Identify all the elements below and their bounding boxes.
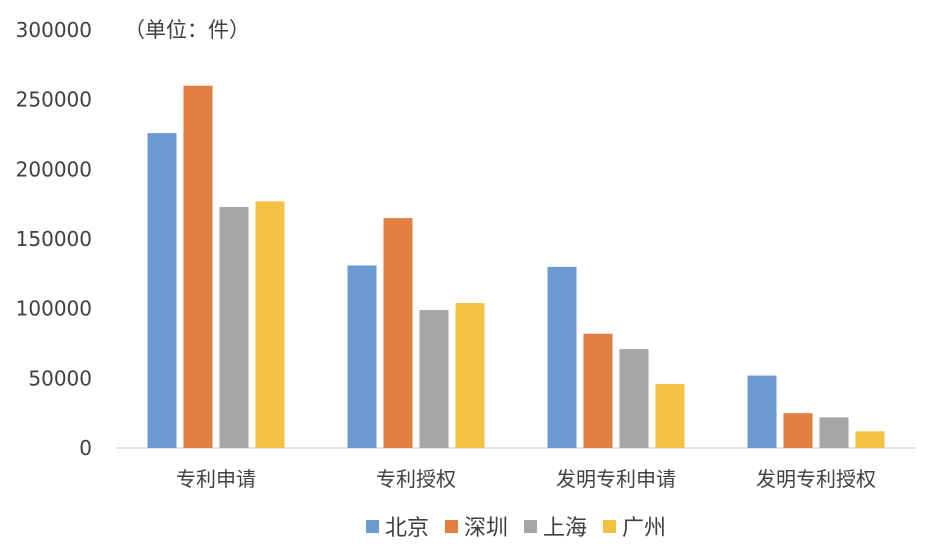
y-tick-label: 50000 [28,366,92,390]
bar-4-2 [455,303,485,448]
bar-3-2 [419,310,449,448]
y-axis-ticks: 0 50000 100000 150000 200000 250000 300000 [16,18,92,460]
legend-swatch-4 [603,520,616,533]
y-tick-label: 100000 [16,297,92,321]
y-tick-label: 150000 [16,227,92,251]
x-axis-labels: 专利申请 专利授权 发明专利申请 发明专利授权 [176,467,876,491]
bar-4-4 [855,431,885,448]
legend-label-4: 广州 [622,516,666,541]
bar-4-3 [655,383,685,448]
legend-label-1: 北京 [385,516,429,541]
bar-2-1 [183,85,213,448]
bar-3-1 [219,206,249,448]
bar-4-1 [255,201,285,448]
bar-1-4 [747,375,777,448]
legend-label-3: 上海 [543,516,587,541]
legend-label-2: 深圳 [464,516,508,541]
bar-2-2 [383,218,413,448]
y-tick-label: 300000 [16,18,92,42]
y-tick-label: 250000 [16,88,92,112]
bar-2-4 [783,413,813,448]
bar-1-1 [147,133,177,448]
bar-1-3 [547,266,577,448]
x-tick-label: 发明专利授权 [756,467,876,491]
legend-swatch-3 [524,520,537,533]
x-tick-label: 发明专利申请 [556,467,676,491]
bars-group [147,85,885,448]
bar-1-2 [347,265,377,448]
unit-label: （单位：件） [124,18,250,42]
x-tick-label: 专利授权 [376,467,456,491]
x-tick-label: 专利申请 [176,467,256,491]
bar-3-4 [819,417,849,448]
legend-swatch-1 [366,520,379,533]
y-tick-label: 200000 [16,157,92,181]
bar-2-3 [583,333,613,448]
y-tick-label: 0 [79,436,92,460]
legend-swatch-2 [445,520,458,533]
bar-3-3 [619,349,649,448]
legend: 北京 深圳 上海 广州 [366,516,666,541]
